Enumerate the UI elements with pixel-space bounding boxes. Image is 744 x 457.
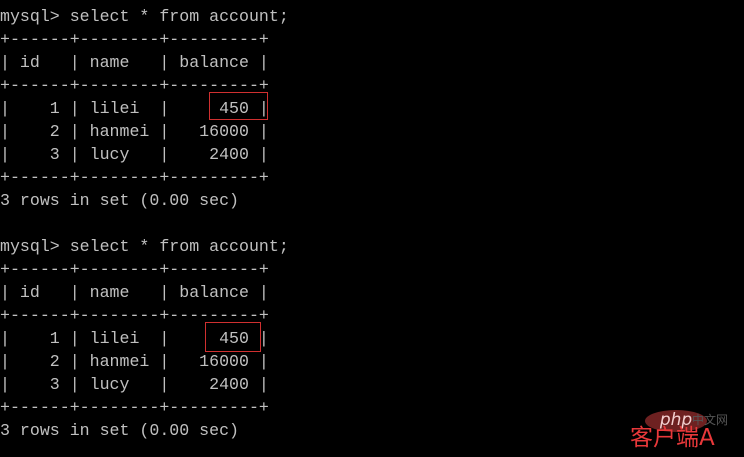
highlight-box-balance-2	[205, 322, 261, 352]
table-border: +------+--------+---------+	[0, 398, 269, 417]
table-border: +------+--------+---------+	[0, 306, 269, 325]
terminal-output: mysql> select * from account; +------+---…	[0, 5, 289, 442]
table-border: +------+--------+---------+	[0, 76, 269, 95]
watermark-logo: php	[645, 410, 707, 432]
output-line: 3 rows in set (0.00 sec)	[0, 191, 239, 210]
output-line	[0, 212, 289, 235]
watermark-site: 中文网	[692, 413, 729, 427]
table-border: +------+--------+---------+	[0, 168, 269, 187]
command-line: mysql> select * from account;	[0, 7, 289, 26]
table-row: | 2 | hanmei | 16000 |	[0, 122, 269, 141]
table-row: | 2 | hanmei | 16000 |	[0, 352, 269, 371]
table-border: +------+--------+---------+	[0, 30, 269, 49]
table-row: | 3 | lucy | 2400 |	[0, 145, 269, 164]
table-row: | 1 | lilei | 450 |	[0, 99, 269, 118]
command-line: mysql> select * from account;	[0, 237, 289, 256]
table-row: | 1 | lilei | 450 |	[0, 329, 269, 348]
client-label: 客户端A	[630, 425, 715, 451]
table-border: +------+--------+---------+	[0, 260, 269, 279]
table-row: | 3 | lucy | 2400 |	[0, 375, 269, 394]
highlight-box-balance-1	[209, 92, 268, 120]
table-row: | id | name | balance |	[0, 283, 269, 302]
output-line: 3 rows in set (0.00 sec)	[0, 421, 239, 440]
table-row: | id | name | balance |	[0, 53, 269, 72]
